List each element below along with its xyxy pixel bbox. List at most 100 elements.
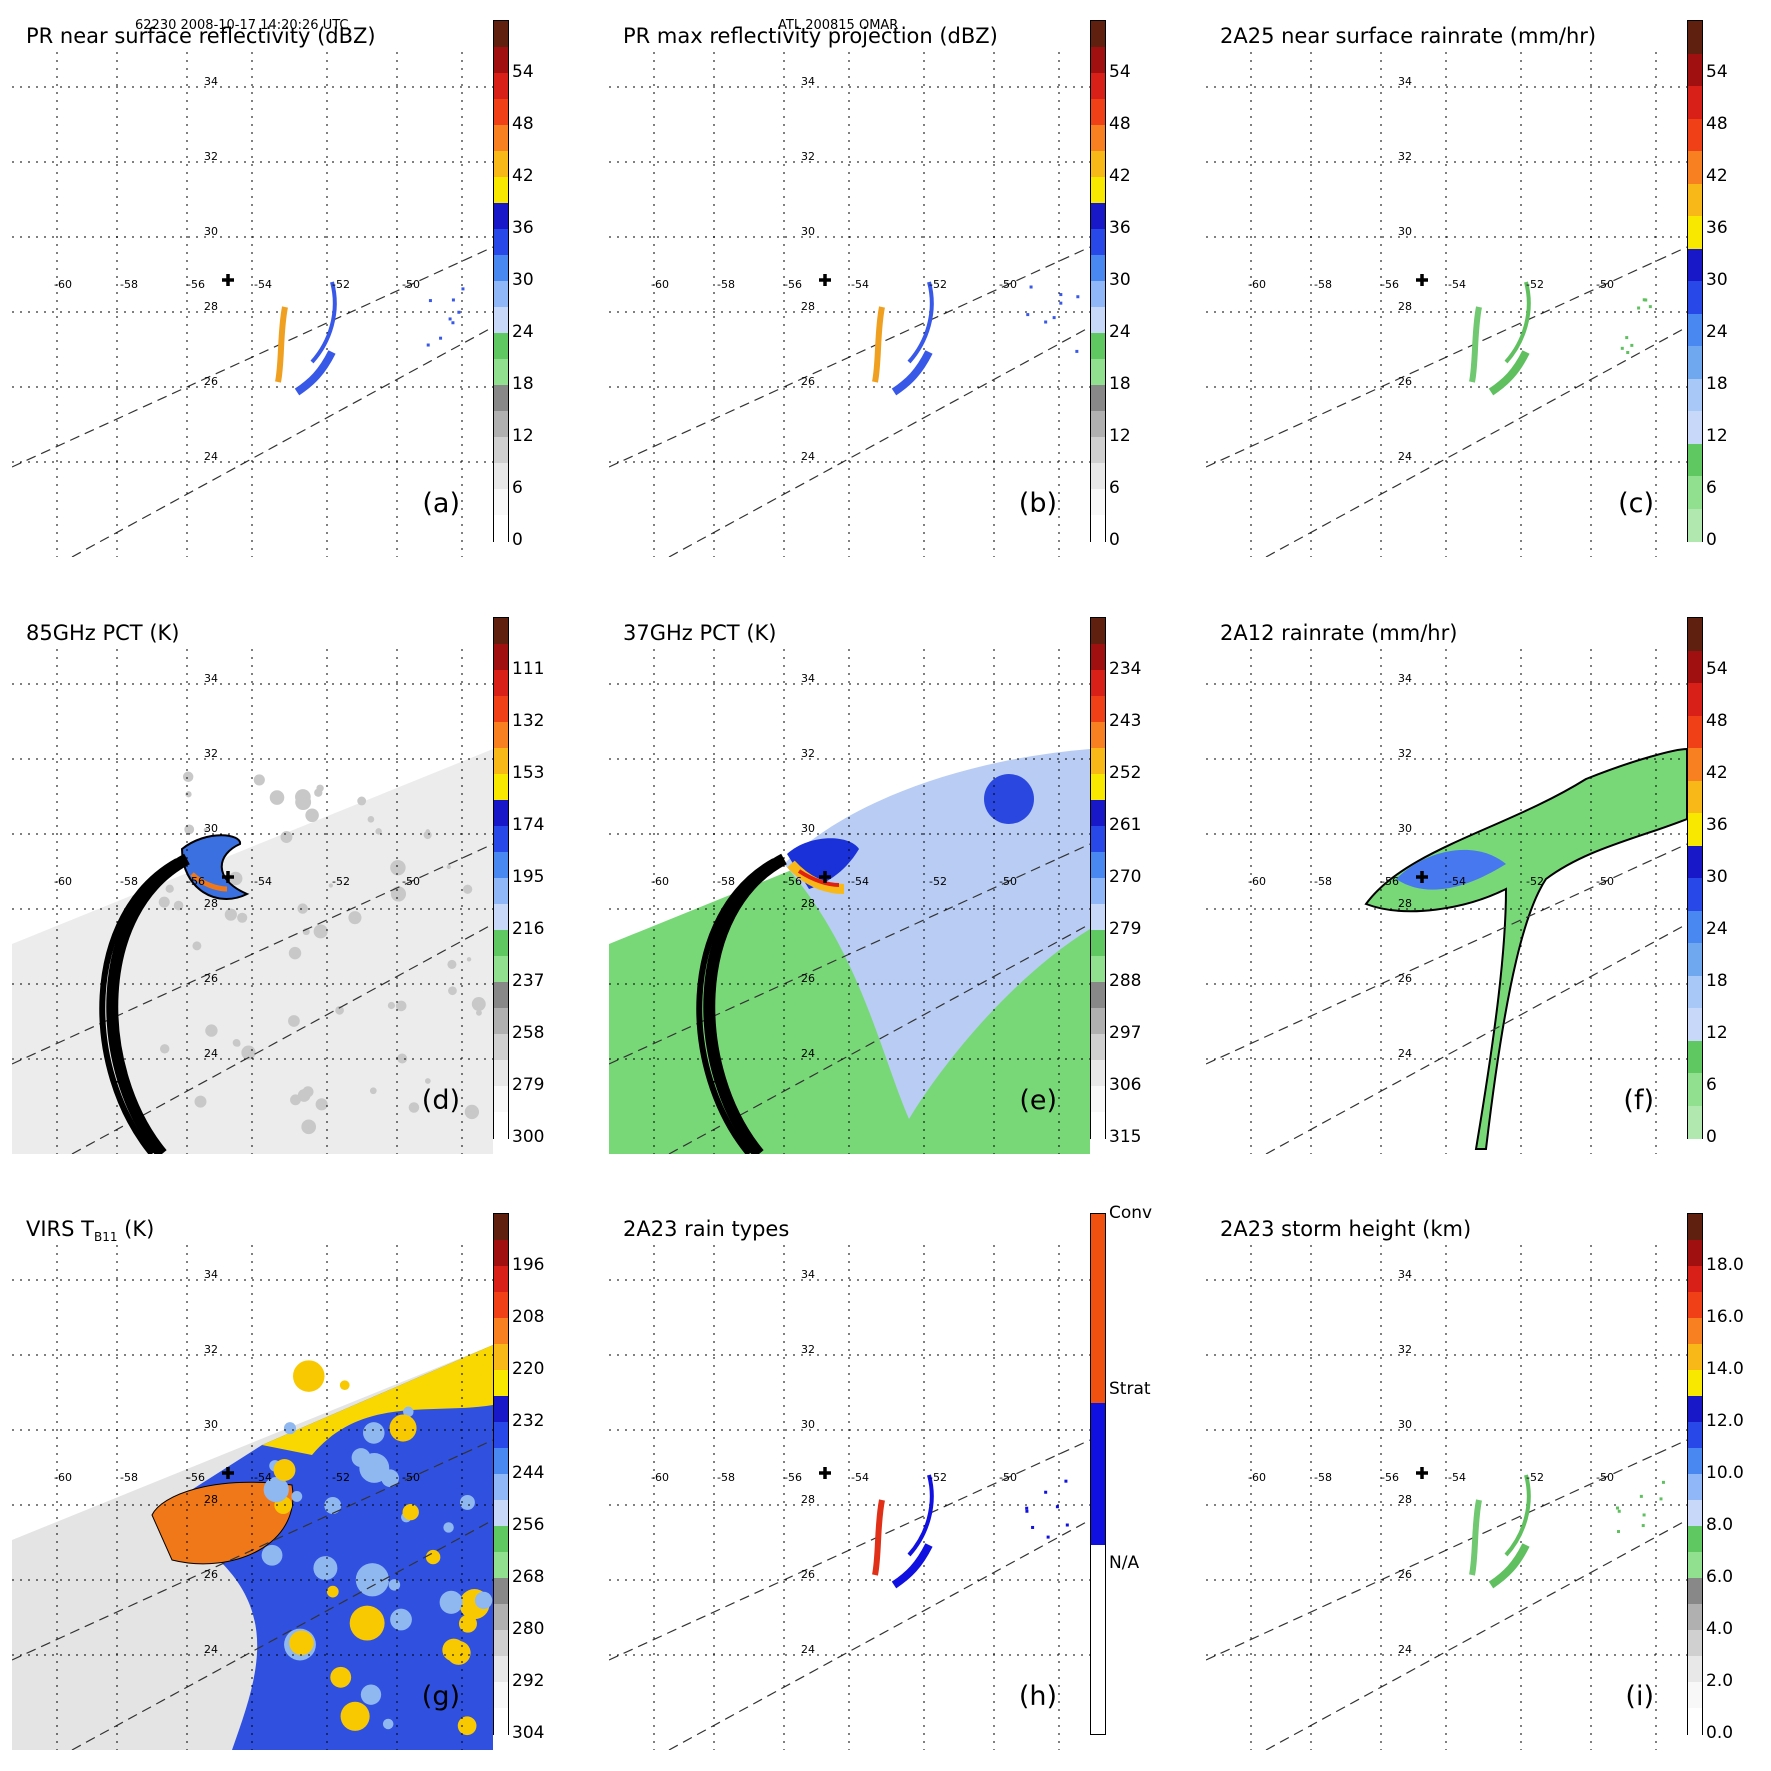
lat-label: 26 bbox=[1398, 972, 1412, 985]
color-bar-segment bbox=[494, 644, 508, 671]
color-bar-segment bbox=[1091, 73, 1105, 100]
color-bar-segment bbox=[494, 748, 508, 775]
storm-center-cross bbox=[222, 871, 234, 883]
tick-label: 261 bbox=[1109, 815, 1142, 835]
lon-label: -50 bbox=[402, 1471, 420, 1484]
rain-pixel bbox=[1626, 350, 1630, 354]
color-bar-segment bbox=[1091, 1544, 1105, 1593]
cold-pixel bbox=[424, 1078, 431, 1084]
tick-label: 54 bbox=[512, 62, 534, 82]
panel-label: (g) bbox=[421, 1681, 460, 1712]
lat-label: 34 bbox=[801, 75, 815, 88]
color-bar-segment bbox=[494, 1060, 508, 1087]
tick-label: 42 bbox=[1706, 166, 1728, 186]
lon-label: -56 bbox=[1381, 278, 1399, 291]
rain-pixel bbox=[1025, 1506, 1029, 1510]
lon-label: -60 bbox=[651, 875, 669, 888]
panel-label: (a) bbox=[422, 488, 460, 519]
color-bar-segment bbox=[1688, 313, 1702, 347]
cloud-cell bbox=[339, 1380, 350, 1391]
color-bar-segment bbox=[1091, 1261, 1105, 1310]
tick-label: 18 bbox=[1706, 374, 1728, 394]
lat-label: 32 bbox=[1398, 747, 1412, 760]
rain-pixel bbox=[1044, 320, 1048, 324]
color-bar-segment bbox=[494, 670, 508, 697]
color-bar-segment bbox=[1688, 1344, 1702, 1371]
hot-core bbox=[190, 872, 228, 892]
lat-label: 32 bbox=[1398, 150, 1412, 163]
color-bar-segment bbox=[494, 1630, 508, 1657]
lat-label: 34 bbox=[204, 1268, 218, 1281]
tick-label: 304 bbox=[512, 1723, 545, 1743]
color-bar-segment bbox=[1688, 1604, 1702, 1631]
map-svg: -60 -58 -56 -54 -52 -50 34 32 30 28 26 24 bbox=[609, 1245, 1090, 1750]
color-bar bbox=[493, 20, 509, 542]
tick-label: 244 bbox=[512, 1463, 545, 1483]
panel-label: (b) bbox=[1018, 488, 1057, 519]
storm-center-cross bbox=[1416, 1467, 1428, 1479]
tick-label: 48 bbox=[512, 114, 534, 134]
cold-pixel bbox=[390, 859, 406, 876]
lon-label: -58 bbox=[1314, 1471, 1332, 1484]
color-bar-segment bbox=[494, 1344, 508, 1371]
tick-label: 8.0 bbox=[1706, 1515, 1734, 1535]
color-bar-segment bbox=[1091, 618, 1105, 645]
cold-pixel bbox=[375, 828, 382, 835]
color-bar-segment bbox=[494, 1034, 508, 1061]
color-bar-segment bbox=[1688, 1656, 1702, 1683]
color-bar-segment bbox=[494, 1578, 508, 1605]
color-bar-segment bbox=[1688, 443, 1702, 477]
lon-label: -60 bbox=[54, 278, 72, 291]
lon-label: -52 bbox=[332, 1471, 350, 1484]
cloud-cell bbox=[439, 1590, 463, 1614]
cloud-cell bbox=[390, 1608, 412, 1631]
lon-label: -58 bbox=[120, 278, 138, 291]
color-bar-segment bbox=[494, 774, 508, 801]
cold-pixel bbox=[237, 912, 248, 923]
rain-pixel bbox=[1642, 298, 1646, 302]
rain-shield bbox=[784, 749, 1090, 1119]
color-bar-segment bbox=[1091, 1450, 1105, 1499]
color-bar-segment bbox=[1091, 515, 1105, 542]
lon-label: -52 bbox=[332, 875, 350, 888]
lon-label: -60 bbox=[54, 1471, 72, 1484]
color-bar-segment bbox=[494, 359, 508, 386]
cold-pixel bbox=[448, 986, 457, 996]
color-bar-segment bbox=[1091, 1592, 1105, 1640]
cold-pixel bbox=[305, 808, 319, 823]
range-ring-inner bbox=[696, 858, 776, 1154]
rain-pixel bbox=[1644, 298, 1648, 302]
lat-label: 30 bbox=[801, 1418, 815, 1431]
rainband-south bbox=[1488, 350, 1530, 396]
tick-label: 10.0 bbox=[1706, 1463, 1744, 1483]
rain-pixel bbox=[1639, 1494, 1643, 1498]
cloud-cell bbox=[403, 1406, 414, 1418]
lat-label: 32 bbox=[801, 150, 815, 163]
color-bar-segment bbox=[494, 333, 508, 360]
color-bar-segment bbox=[1688, 1214, 1702, 1241]
color-bar-segment bbox=[1091, 99, 1105, 126]
color-bar-segment bbox=[1091, 281, 1105, 308]
lon-label: -54 bbox=[851, 1471, 869, 1484]
rain-pixel bbox=[439, 336, 443, 340]
map-svg: -60 -58 -56 -54 -52 -50 34 32 30 28 26 24 bbox=[12, 52, 493, 557]
color-bar-segment bbox=[1091, 774, 1105, 801]
color-bar-segment bbox=[494, 852, 508, 879]
lon-label: -54 bbox=[254, 875, 272, 888]
rain-pixel bbox=[1065, 1523, 1069, 1527]
lon-label: -56 bbox=[1381, 1471, 1399, 1484]
cold-pixel bbox=[173, 900, 184, 911]
lat-label: 32 bbox=[1398, 1343, 1412, 1356]
panel-title: VIRS TB11 (K) bbox=[26, 1217, 154, 1244]
core-hot bbox=[787, 860, 845, 894]
color-bar-segment bbox=[1688, 53, 1702, 87]
color-bar-segment bbox=[494, 229, 508, 256]
tick-label: 280 bbox=[512, 1619, 545, 1639]
tick-label: 12 bbox=[1109, 426, 1131, 446]
color-bar-segment bbox=[1091, 1497, 1105, 1546]
lat-label: 24 bbox=[1398, 1643, 1412, 1656]
rainband-east bbox=[907, 1474, 934, 1557]
lat-label: 24 bbox=[801, 1643, 815, 1656]
panel-d: 85GHz PCT (K) -60 -58 -56 -54 -52 -50 34 32 30 28 2… bbox=[0, 617, 544, 1157]
map-svg: -60 -58 -56 -54 -52 -50 34 32 30 28 26 24 bbox=[1206, 52, 1687, 557]
